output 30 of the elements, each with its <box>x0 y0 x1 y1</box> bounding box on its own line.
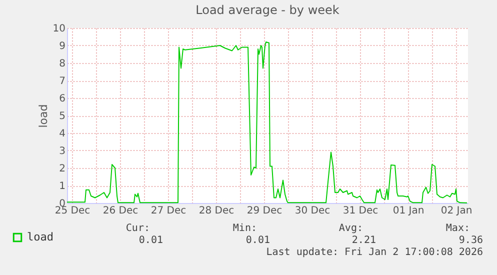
y-tick-label: 4 <box>59 128 66 140</box>
x-tick-label: 29 Dec <box>246 206 282 216</box>
chart-title: Load average - by week <box>196 3 340 17</box>
x-tick-label: 28 Dec <box>198 206 234 216</box>
text: Cur: <box>126 223 150 234</box>
y-tick-label: 1 <box>59 181 66 192</box>
text: 0.01 <box>138 235 163 246</box>
y-tick-label: 2 <box>59 164 66 174</box>
x-tick-label: 01 Jan <box>392 206 424 216</box>
x-tick-label: 26 Dec <box>102 206 138 216</box>
y-tick-label: 10 <box>52 24 66 34</box>
x-tick-label: 31 Dec <box>342 206 378 216</box>
legend-label: load <box>27 230 54 244</box>
y-tick-label: 9 <box>59 41 66 52</box>
text: 2.21 <box>352 235 376 246</box>
x-tick-label: 02 Jan <box>440 206 472 216</box>
text: Min: <box>232 223 257 234</box>
text: Max: <box>446 223 470 234</box>
y-tick-label: 5 <box>59 111 66 122</box>
text: Avg: <box>338 223 363 234</box>
y-tick-label: 3 <box>59 146 66 157</box>
y-tick-label: 6 <box>59 94 66 104</box>
text: 9.36 <box>458 235 483 246</box>
y-tick-label: 8 <box>59 58 66 70</box>
y-axis-title: load <box>36 104 50 128</box>
x-tick-label: 30 Dec <box>294 206 330 216</box>
y-tick-label: 7 <box>59 76 66 87</box>
text: 0.01 <box>246 235 270 246</box>
x-tick-label: 27 Dec <box>150 206 186 216</box>
text: Last update: Fri Jan 2 17:00:08 2026 <box>266 247 483 258</box>
